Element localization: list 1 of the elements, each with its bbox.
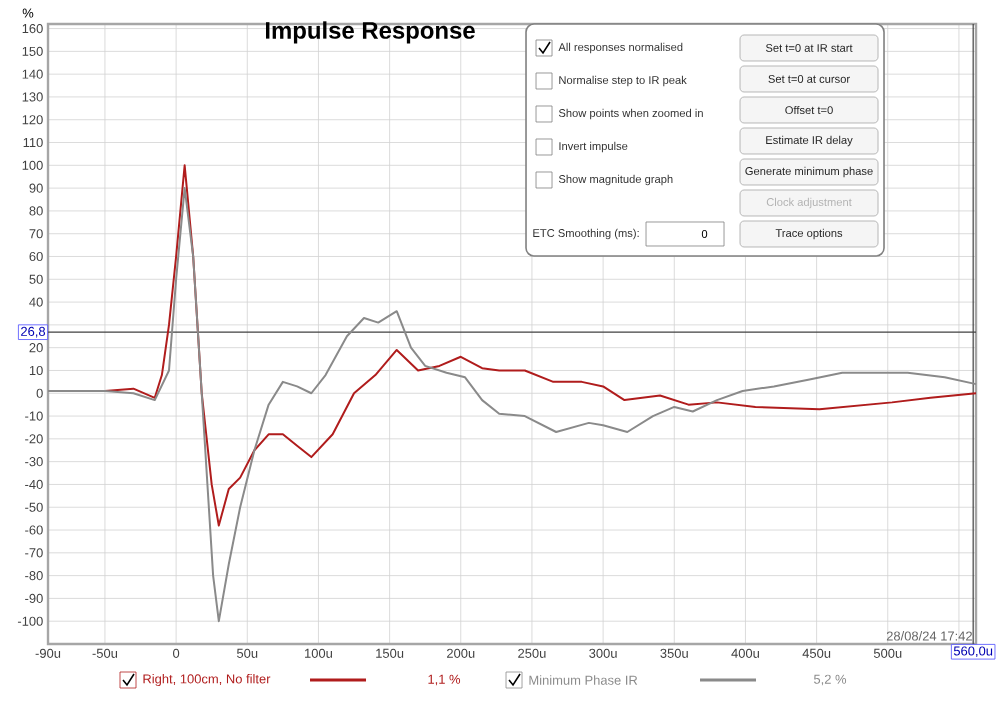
chart-title: Impulse Response bbox=[265, 21, 475, 44]
